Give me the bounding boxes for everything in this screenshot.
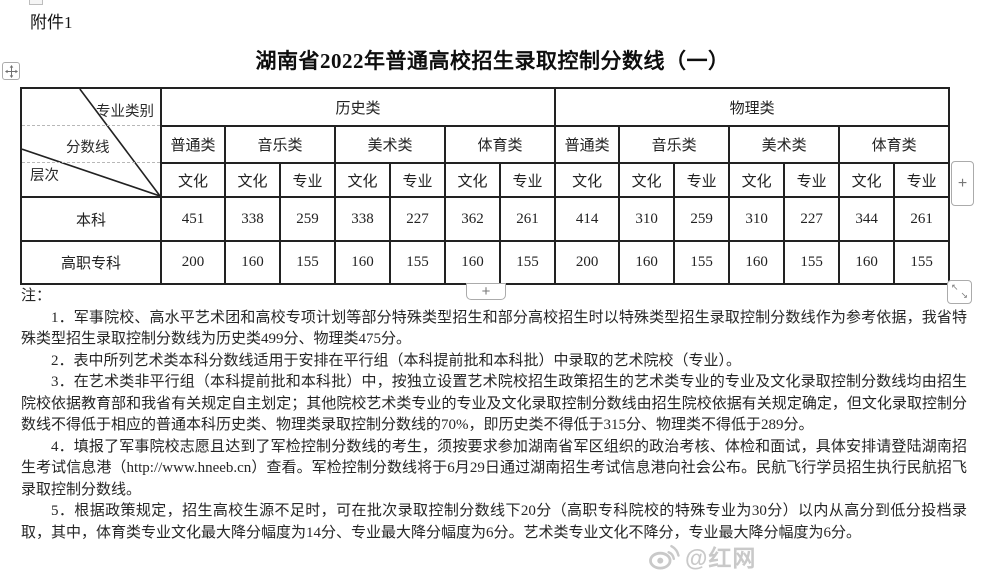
note-item-2: 2．表中所列艺术类本科分数线适用于安排在平行组（本科提前批和本科批）中录取的艺术… [51,352,742,369]
subcat-header: 音乐类 [224,125,336,164]
score-cell: 338 [334,196,391,242]
dashed-guide-line [22,162,160,163]
score-cell: 155 [498,240,557,285]
row-label-undergraduate: 本科 [20,196,162,242]
type-header: 专业 [783,162,841,198]
add-column-button[interactable]: + [951,161,974,206]
score-cell: 414 [554,196,621,242]
score-cell: 155 [893,240,951,285]
note-item-4: 4．填报了军事院校志愿且达到了军检控制分数线的考生，须按要求参加湖南省军区组织的… [21,438,967,498]
watermark-text: @红网 [685,545,757,571]
subcat-header: 音乐类 [618,125,731,164]
score-cell: 261 [498,196,557,242]
move-icon [4,64,18,78]
type-header: 专业 [279,162,336,198]
plus-icon: + [957,174,968,192]
type-header: 专业 [893,162,951,198]
add-row-button[interactable]: + [466,283,506,300]
score-cell: 261 [893,196,951,242]
score-cell: 160 [838,240,896,285]
resize-arrow-nw-icon: ↖ [951,283,959,293]
subcat-header: 美术类 [728,125,841,164]
dashed-guide-line [22,125,160,126]
diagonal-header-cell: 专业类别 分数线 层次 [20,87,162,198]
score-cell: 200 [554,240,621,285]
subcat-header: 体育类 [838,125,951,164]
resize-arrow-se-icon: ↘ [960,291,968,301]
score-cell: 160 [334,240,391,285]
type-header: 专业 [498,162,557,198]
type-header: 文化 [618,162,676,198]
score-cell: 227 [389,196,446,242]
score-cell: 155 [673,240,731,285]
type-header: 文化 [838,162,896,198]
score-cell: 155 [783,240,841,285]
corner-label-scoreline: 分数线 [66,140,110,156]
score-cell: 451 [160,196,226,242]
type-header: 专业 [673,162,731,198]
score-cell: 344 [838,196,896,242]
score-table: 专业类别 分数线 层次 历史类 物理类 普通类 音乐类 美术类 体育类 普通类 … [20,87,951,285]
score-cell: 310 [618,196,676,242]
score-cell: 160 [224,240,281,285]
score-cell: 155 [389,240,446,285]
clipped-ui-fragment [29,0,43,5]
type-header: 文化 [444,162,501,198]
score-cell: 155 [279,240,336,285]
score-cell: 259 [673,196,731,242]
attachment-label: 附件1 [30,13,73,32]
type-header: 文化 [160,162,226,198]
score-cell: 160 [728,240,786,285]
score-cell: 338 [224,196,281,242]
table-row: 本科 451 338 259 338 227 362 261 414 310 2… [20,196,951,242]
subcat-header: 体育类 [443,125,557,164]
table-move-handle[interactable] [2,62,20,80]
type-header: 文化 [728,162,786,198]
score-cell: 200 [160,240,226,285]
table-resize-handle[interactable]: ↖ ↘ [947,280,972,304]
notes-label: 注： [21,288,52,304]
score-cell: 310 [728,196,786,242]
subcat-header: 美术类 [334,125,446,164]
type-header: 文化 [224,162,281,198]
group-header-history: 历史类 [159,87,557,127]
score-cell: 259 [279,196,336,242]
plus-icon: + [481,283,491,300]
notes-section: 注： 1．军事院校、高水平艺术团和高校专项计划等部分特殊类型招生和部分高校招生时… [21,286,967,544]
type-header: 文化 [554,162,621,198]
corner-label-level: 层次 [30,168,59,184]
page-title: 湖南省2022年普通高校招生录取控制分数线（一） [255,49,730,73]
score-cell: 160 [618,240,676,285]
diagonal-lines [22,89,160,196]
score-cell: 362 [444,196,501,242]
row-label-vocational: 高职专科 [20,240,162,285]
score-cell: 227 [783,196,841,242]
weibo-logo-icon [648,542,680,570]
note-item-3: 3．在艺术类非平行组（本科提前批和本科批）中，按独立设置艺术院校招生政策招生的艺… [21,374,967,433]
watermark: @红网 [648,539,756,573]
note-item-5: 5．根据政策规定，招生高校生源不足时，可在批次录取控制分数线下20分（高职专科院… [21,503,967,541]
corner-label-category: 专业类别 [96,104,154,120]
subcat-header: 普通类 [554,125,621,164]
subcat-header: 普通类 [160,125,226,164]
note-item-1: 1．军事院校、高水平艺术团和高校专项计划等部分特殊类型招生和部分高校招生时以特殊… [21,309,967,348]
type-header: 文化 [334,162,391,198]
type-header: 专业 [389,162,446,198]
table-row: 高职专科 200 160 155 160 155 160 155 200 160… [20,240,951,285]
score-cell: 160 [444,240,501,285]
group-header-physics: 物理类 [554,87,951,127]
